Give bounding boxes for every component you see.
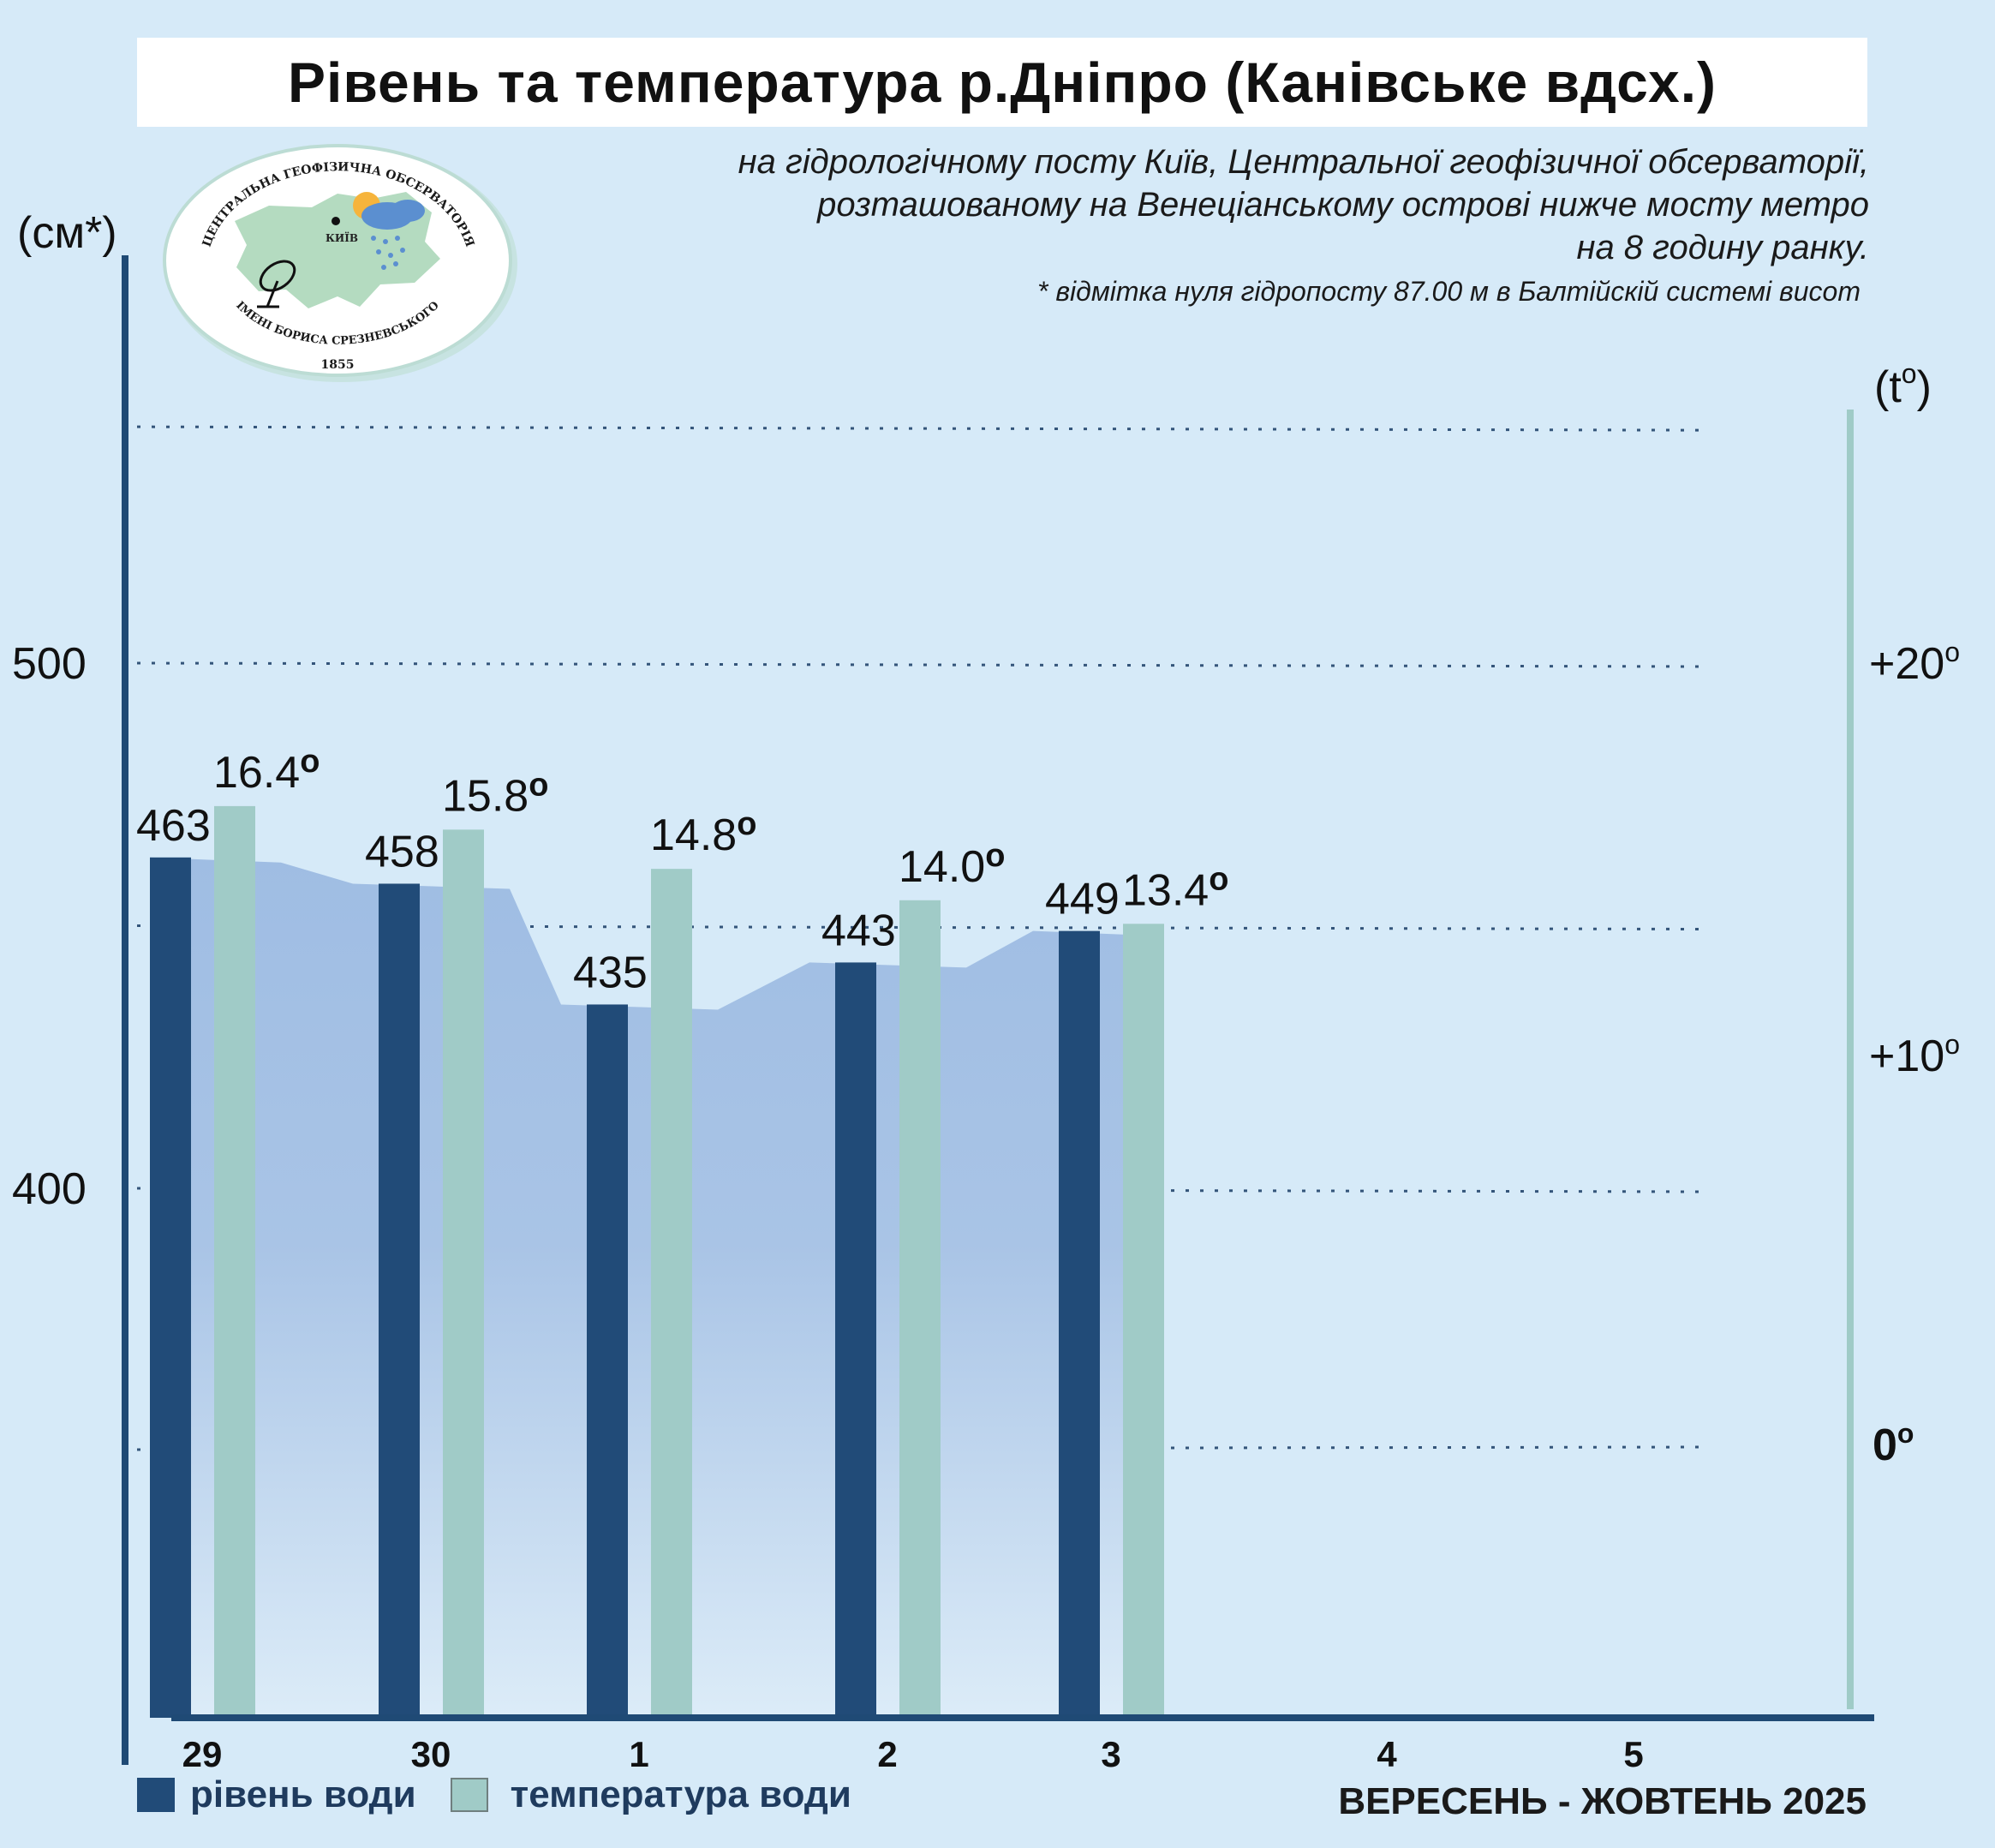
temp-bar <box>899 900 941 1718</box>
legend-swatch-level <box>137 1778 175 1812</box>
right-tick-degree: o <box>1944 637 1960 667</box>
temp-bar <box>651 869 692 1718</box>
temp-bar <box>1123 924 1164 1718</box>
temp-value: 15.8 <box>442 771 529 821</box>
level-value-label: 443 <box>821 906 896 955</box>
grid-line <box>136 661 1705 668</box>
temp-bar <box>443 829 484 1718</box>
temp-value-label: 14.8o <box>650 806 756 860</box>
x-tick-label: 3 <box>1101 1734 1120 1774</box>
chart-title: Рівень та температура р.Дніпро (Канівськ… <box>287 51 1717 114</box>
x-tick-label: 1 <box>629 1734 648 1774</box>
legend-label-temp: температура води <box>510 1773 851 1815</box>
logo-year: 1855 <box>321 358 355 372</box>
right-tick-label: +20o <box>1869 637 1960 689</box>
temp-value-label: 13.4o <box>1122 861 1228 915</box>
right-axis-unit-close: ) <box>1916 362 1932 412</box>
x-tick-label: 4 <box>1377 1734 1397 1774</box>
right-tick-label: +10o <box>1869 1029 1960 1081</box>
right-tick-label: 0o <box>1873 1418 1914 1470</box>
temp-value-label: 15.8o <box>442 767 548 821</box>
left-tick-label: 400 <box>12 1164 87 1214</box>
temp-value: 14.0 <box>899 842 985 892</box>
right-axis-unit-sup: o <box>1901 358 1917 389</box>
level-bar <box>379 883 420 1718</box>
observatory-logo: КИЇВ ЦЕНТРАЛЬНА ГЕОФІЗИЧНА ОБСЕРВАТОРІЯ … <box>163 144 517 382</box>
left-axis-unit: (см*) <box>17 208 117 258</box>
level-bar <box>1059 930 1100 1718</box>
right-tick-degree: o <box>1897 1418 1914 1449</box>
bars <box>150 805 1164 1718</box>
temp-degree: o <box>737 806 756 842</box>
x-tick-label: 5 <box>1623 1734 1643 1774</box>
right-tick-value: +10 <box>1869 1032 1944 1081</box>
x-tick-label: 30 <box>411 1734 451 1774</box>
temp-value: 16.4 <box>213 748 300 798</box>
level-value-label: 449 <box>1045 875 1120 924</box>
level-value-label: 463 <box>136 801 211 851</box>
subtitle-line: на 8 годину ранку. <box>1576 229 1869 266</box>
right-tick-value: 0 <box>1873 1420 1897 1470</box>
left-tick-label: 500 <box>12 639 87 689</box>
logo-city: КИЇВ <box>326 231 358 244</box>
level-bar <box>587 1004 628 1718</box>
temp-bar <box>214 805 255 1718</box>
subtitle-line: на гідрологічному посту Київ, Центрально… <box>738 143 1869 181</box>
right-axis-unit: (to) <box>1874 358 1932 413</box>
title-box: Рівень та температура р.Дніпро (Канівськ… <box>137 38 1867 127</box>
right-axis-unit-text: (t <box>1874 362 1902 412</box>
subtitle-line: розташованому на Венеціанському острові … <box>817 186 1869 224</box>
level-bar <box>150 857 191 1718</box>
level-bar <box>835 962 876 1718</box>
legend-label-level: рівень води <box>190 1773 416 1815</box>
temp-value: 13.4 <box>1122 865 1209 915</box>
level-value-label: 435 <box>573 948 648 997</box>
temp-degree: o <box>529 767 548 803</box>
chart-subtitle: на гідрологічному посту Київ, Центрально… <box>738 141 1869 269</box>
temp-value: 14.8 <box>650 810 737 860</box>
grid-line <box>136 425 1705 432</box>
legend-swatch-temp <box>450 1778 488 1812</box>
right-tick-value: +20 <box>1869 639 1944 689</box>
x-tick-label: 2 <box>877 1734 897 1774</box>
temp-degree: o <box>1209 861 1228 897</box>
temp-value-label: 14.0o <box>899 838 1005 892</box>
temp-value-label: 16.4o <box>213 744 320 798</box>
x-tick-label: 29 <box>182 1734 223 1774</box>
level-value-label: 458 <box>365 827 439 876</box>
legend: рівень води температура води <box>137 1773 851 1816</box>
right-tick-degree: o <box>1944 1029 1960 1060</box>
temp-degree: o <box>985 838 1005 874</box>
temp-degree: o <box>300 744 320 780</box>
footnote: * відмітка нуля гідропосту 87.00 м в Бал… <box>1037 276 1861 307</box>
period-label: ВЕРЕСЕНЬ - ЖОВТЕНЬ 2025 <box>1338 1780 1867 1822</box>
